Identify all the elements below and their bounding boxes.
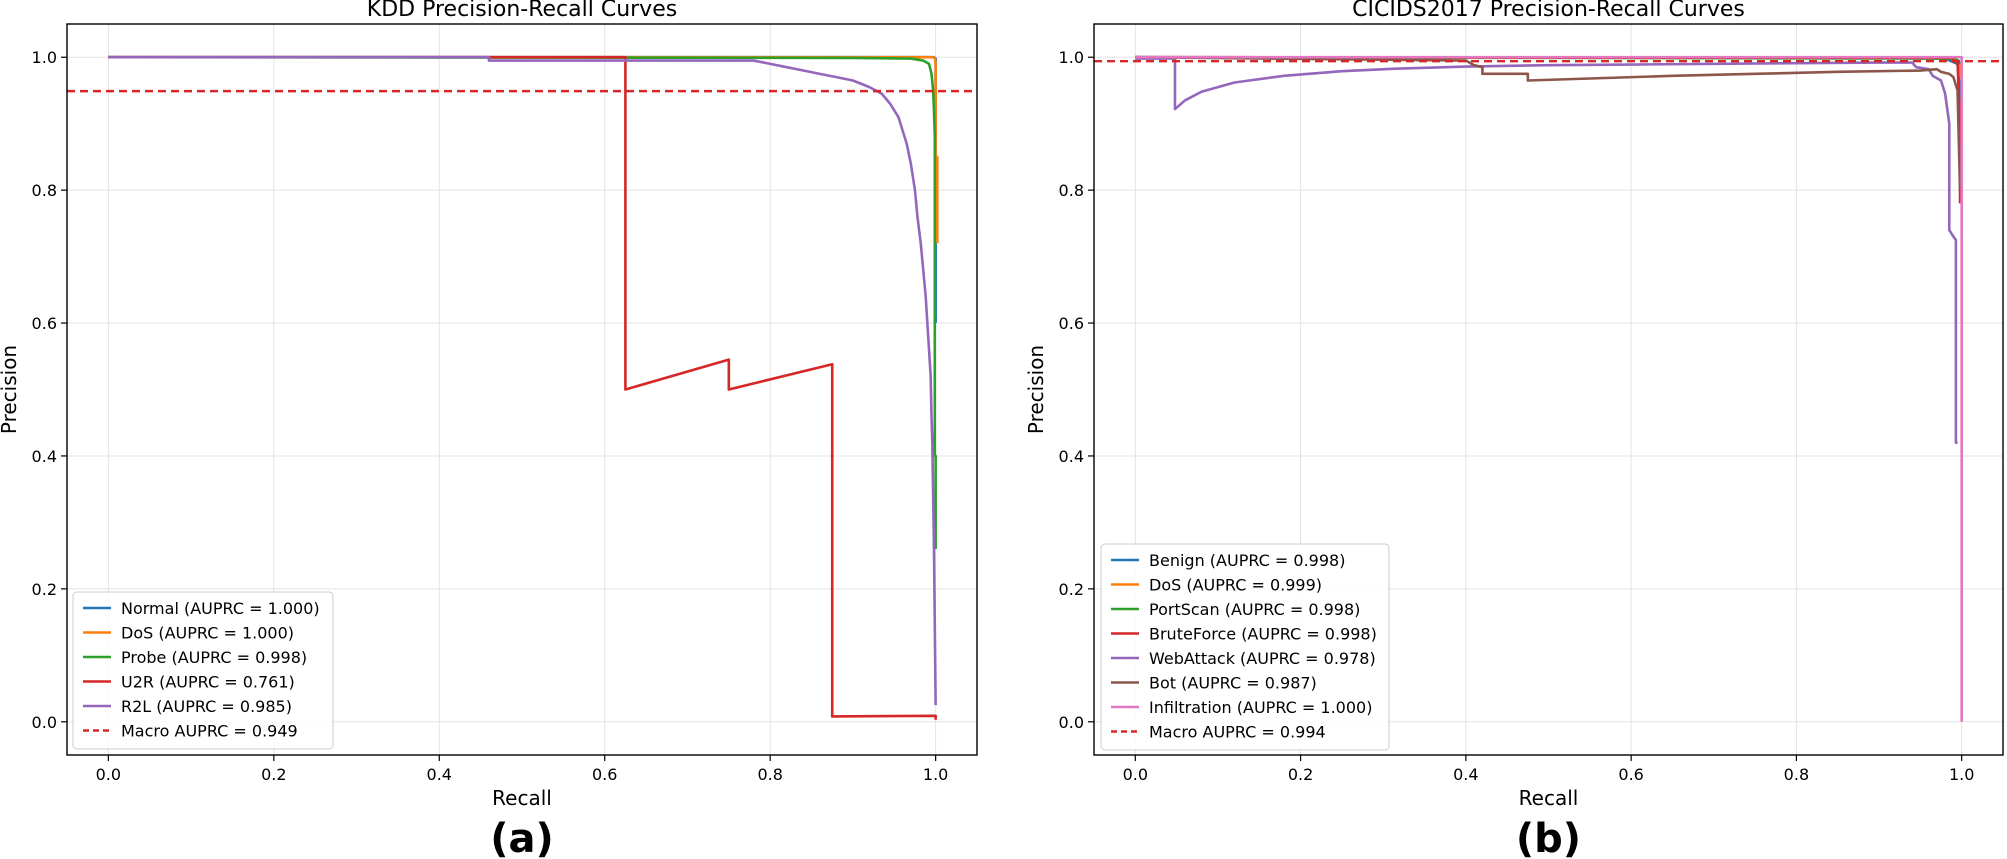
legend-label: Infiltration (AUPRC = 1.000)	[1149, 698, 1372, 717]
plot-area	[1094, 55, 2003, 722]
y-axis-label: Precision	[0, 345, 21, 434]
x-tick-label: 0.6	[1618, 765, 1643, 784]
legend-label: Macro AUPRC = 0.994	[1149, 723, 1326, 742]
series-line-u2r	[108, 55, 937, 720]
legend-label: DoS (AUPRC = 1.000)	[121, 624, 294, 643]
chart-panel-cicids2017: 0.0 0.2 0.4 0.6 0.8 1.0 0.0 0.2 0.4 0.6 0.8 1.0 CICI…	[1024, 0, 2004, 859]
legend-label: Macro AUPRC = 0.949	[121, 722, 298, 741]
series-line-infiltration	[1135, 55, 1963, 722]
series-line-webattack	[1135, 57, 1958, 444]
axes-frame	[66, 23, 978, 756]
chart-panel-kdd: 0.0 0.2 0.4 0.6 0.8 1.0 0.0 0.2 0.4 0.6 0.8 1.0 KDD …	[0, 0, 978, 859]
legend-box	[72, 591, 334, 750]
legend: Normal (AUPRC = 1.000) DoS (AUPRC = 1.000…	[72, 591, 334, 750]
chart-title: KDD Precision-Recall Curves	[367, 0, 677, 22]
y-tick-label: 0.4	[32, 447, 57, 466]
y-tick-label: 0.4	[1059, 447, 1084, 466]
series-line-bot	[1135, 55, 1962, 191]
y-tick-label: 0.2	[1059, 580, 1084, 599]
legend-label: PortScan (AUPRC = 0.998)	[1149, 600, 1360, 619]
legend-label: Benign (AUPRC = 0.998)	[1149, 551, 1345, 570]
y-tick-label: 0.8	[1059, 181, 1084, 200]
series-line-probe	[108, 55, 937, 549]
x-axis-label: Recall	[1519, 786, 1579, 810]
y-tick-label: 0.0	[32, 713, 57, 732]
x-tick-label: 0.8	[757, 765, 782, 784]
x-tick-label: 0.0	[96, 765, 121, 784]
axes-frame	[1093, 23, 2004, 756]
legend-label: Normal (AUPRC = 1.000)	[121, 599, 320, 618]
y-tick-label: 0.2	[32, 580, 57, 599]
y-tick-label: 0.8	[32, 181, 57, 200]
legend-label: Probe (AUPRC = 0.998)	[121, 648, 307, 667]
x-tick-label: 0.4	[1453, 765, 1478, 784]
legend-label: DoS (AUPRC = 0.999)	[1149, 576, 1322, 595]
x-tick-label: 0.0	[1123, 765, 1148, 784]
legend-label: R2L (AUPRC = 0.985)	[121, 697, 292, 716]
legend: Benign (AUPRC = 0.998) DoS (AUPRC = 0.999…	[1100, 543, 1390, 751]
y-tick-label: 1.0	[1059, 48, 1084, 67]
x-tick-label: 0.4	[427, 765, 452, 784]
x-tick-label: 0.8	[1784, 765, 1809, 784]
y-tick-label: 1.0	[32, 48, 57, 67]
series-line-dos	[108, 55, 939, 244]
x-tick-label: 0.2	[1288, 765, 1313, 784]
y-tick-label: 0.6	[32, 314, 57, 333]
series-line-benign	[1135, 55, 1963, 191]
plot-area	[67, 55, 977, 720]
legend-label: U2R (AUPRC = 0.761)	[121, 673, 295, 692]
y-tick-label: 0.6	[1059, 314, 1084, 333]
y-axis-label: Precision	[1024, 345, 1048, 434]
x-tick-label: 1.0	[1949, 765, 1974, 784]
x-tick-label: 0.2	[261, 765, 286, 784]
y-tick-label: 0.0	[1059, 713, 1084, 732]
legend-label: WebAttack (AUPRC = 0.978)	[1149, 649, 1376, 668]
chart-title: CICIDS2017 Precision-Recall Curves	[1352, 0, 1745, 22]
legend-box	[1100, 543, 1390, 751]
legend-label: Bot (AUPRC = 0.987)	[1149, 674, 1317, 693]
x-tick-label: 0.6	[592, 765, 617, 784]
x-axis-label: Recall	[492, 786, 552, 810]
panel-label: (b)	[1516, 816, 1581, 859]
x-tick-label: 1.0	[923, 765, 948, 784]
series-line-r2l	[108, 55, 937, 706]
panel-label: (a)	[490, 816, 554, 859]
legend-label: BruteForce (AUPRC = 0.998)	[1149, 625, 1377, 644]
